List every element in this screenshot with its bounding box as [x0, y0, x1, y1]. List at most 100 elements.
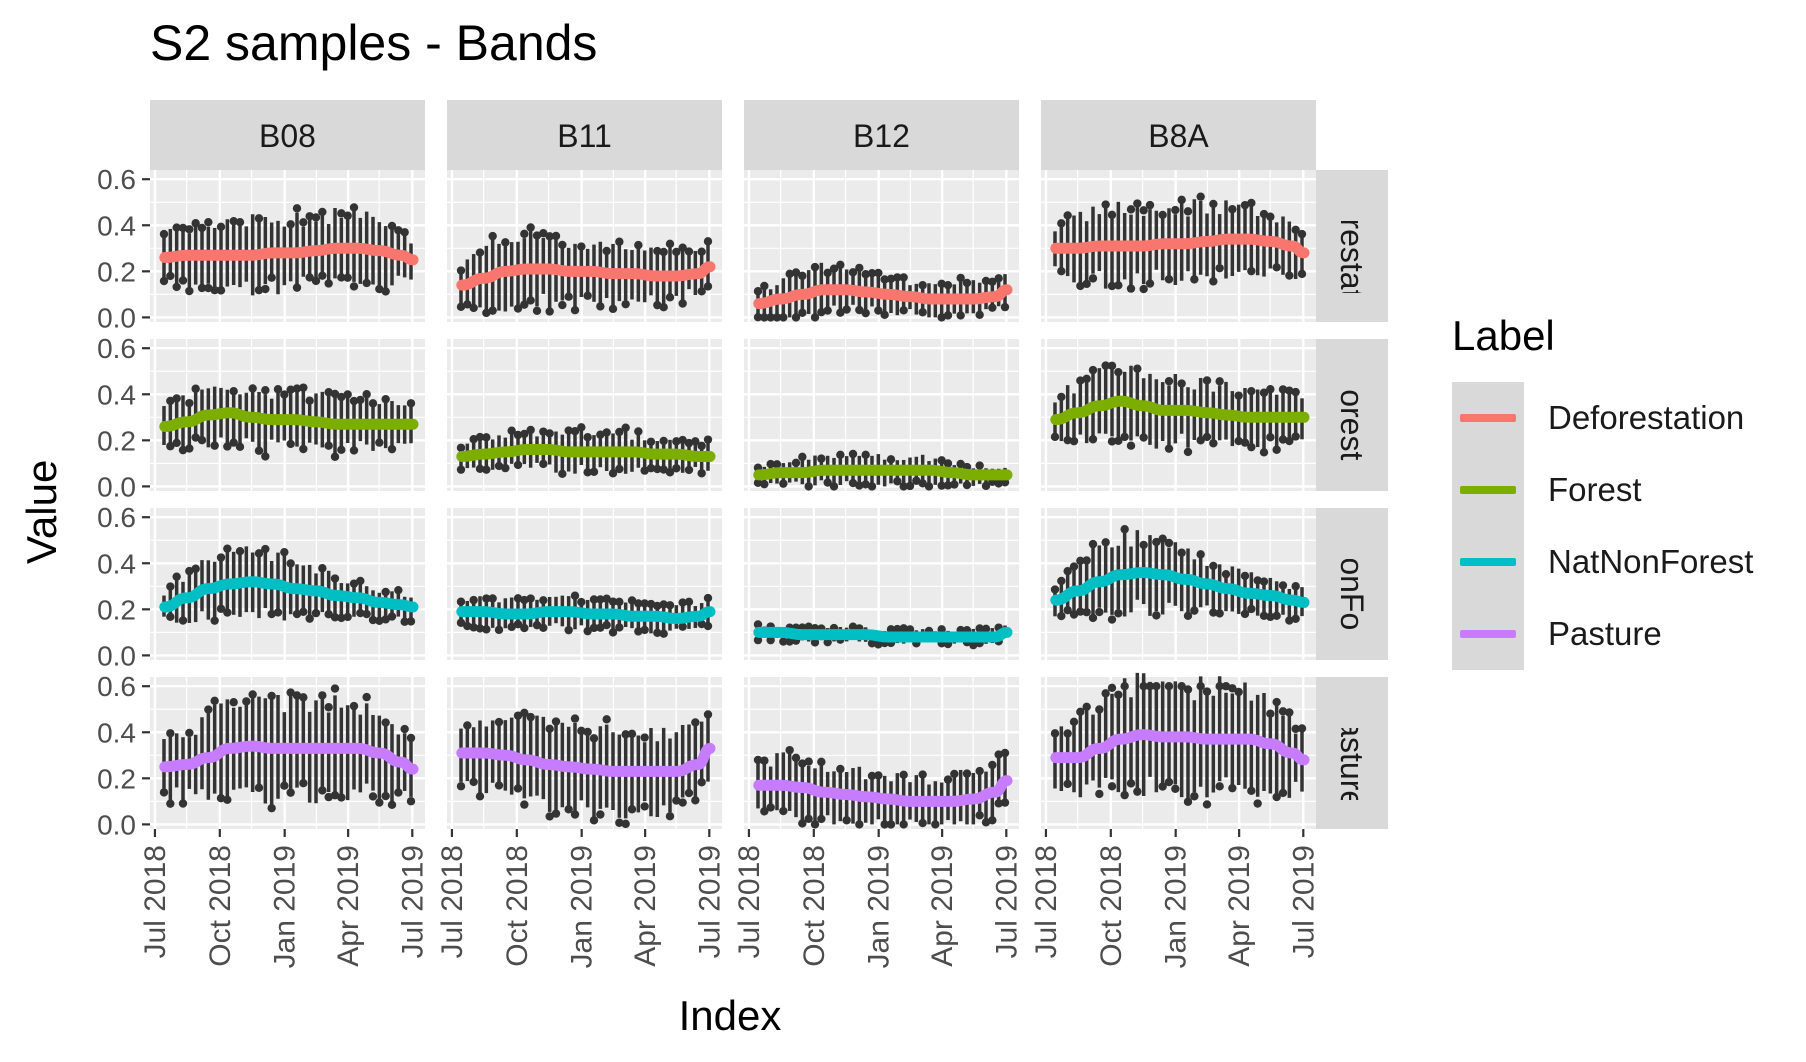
outlier-point [469, 303, 478, 313]
outlier-point [235, 547, 245, 556]
outlier-point [191, 384, 200, 393]
outlier-point [456, 302, 466, 312]
outlier-point [880, 275, 889, 284]
outlier-point [204, 705, 213, 714]
outlier-point [829, 482, 839, 491]
outlier-point [185, 398, 194, 408]
panel-background [447, 508, 722, 660]
outlier-point [1285, 708, 1294, 717]
outlier-point [943, 311, 953, 320]
outlier-point [577, 726, 586, 736]
outlier-point [551, 809, 561, 818]
outlier-point [349, 282, 359, 291]
outlier-point [1107, 782, 1117, 791]
outlier-point [520, 708, 529, 718]
outlier-point [381, 394, 390, 404]
outlier-point [1266, 709, 1275, 718]
outlier-point [646, 599, 656, 609]
outlier-point [665, 468, 675, 477]
outlier-point [1082, 702, 1091, 712]
outlier-point [494, 461, 504, 471]
outlier-point [488, 306, 497, 315]
outlier-point [1266, 612, 1275, 622]
outlier-point [988, 816, 997, 825]
outlier-point [804, 622, 813, 631]
outlier-point [406, 399, 416, 408]
outlier-point [311, 276, 321, 286]
outlier-point [988, 303, 997, 312]
outlier-point [1183, 207, 1193, 216]
outlier-point [267, 803, 276, 813]
legend-swatch-deforestation [1460, 414, 1516, 422]
outlier-point [178, 799, 188, 808]
outlier-point [899, 820, 908, 829]
outlier-point [216, 604, 226, 613]
outlier-point [1114, 436, 1123, 446]
outlier-point [1101, 200, 1110, 209]
outlier-point [653, 300, 662, 310]
outlier-point [1069, 562, 1079, 571]
outlier-point [494, 781, 504, 790]
outlier-point [1107, 437, 1117, 446]
outlier-point [772, 313, 782, 322]
outlier-point [1291, 225, 1300, 235]
outlier-point [697, 619, 706, 629]
outlier-point [273, 608, 283, 617]
outlier-point [261, 386, 270, 395]
outlier-point [760, 313, 769, 322]
outlier-point [1190, 792, 1199, 801]
x-tick-label: Apr 2019 [1223, 845, 1256, 967]
outlier-point [918, 281, 927, 290]
outlier-point [513, 460, 523, 470]
outlier-point [665, 812, 675, 821]
outlier-point [1063, 779, 1072, 789]
outlier-point [463, 300, 472, 309]
outlier-point [577, 423, 586, 432]
outlier-point [1202, 800, 1212, 809]
outlier-point [1152, 611, 1161, 620]
outlier-point [994, 479, 1003, 488]
outlier-point [185, 444, 194, 453]
outlier-point [804, 814, 813, 824]
outlier-point [1120, 790, 1129, 800]
outlier-point [1158, 210, 1167, 220]
outlier-point [1082, 607, 1091, 617]
outlier-point [1114, 609, 1123, 618]
outlier-point [1240, 609, 1250, 619]
x-tick-label: Jan 2019 [1160, 845, 1193, 968]
outlier-point [798, 819, 807, 828]
outlier-point [855, 481, 864, 490]
outlier-point [950, 769, 959, 779]
outlier-point [893, 624, 902, 634]
outlier-point [874, 268, 883, 278]
series-line-natnonforest [1050, 566, 1310, 608]
outlier-point [482, 465, 491, 474]
outlier-point [394, 226, 403, 235]
series-line-natnonforest [753, 626, 1013, 643]
outlier-point [937, 279, 946, 288]
outlier-point [1114, 281, 1123, 290]
outlier-point [216, 794, 226, 803]
outlier-point [330, 574, 340, 583]
outlier-point [994, 750, 1003, 759]
outlier-point [1164, 538, 1174, 548]
outlier-point [842, 816, 851, 825]
outlier-point [1215, 609, 1224, 618]
legend-label-forest: Forest [1548, 471, 1642, 508]
outlier-point [874, 306, 883, 315]
outlier-point [1152, 537, 1161, 547]
outlier-point [608, 628, 618, 637]
outlier-point [1158, 534, 1167, 543]
outlier-point [703, 593, 713, 603]
outlier-point [318, 271, 327, 280]
outlier-point [1209, 608, 1218, 617]
outlier-point [1000, 798, 1010, 807]
outlier-point [456, 597, 466, 606]
outlier-point [653, 246, 662, 256]
outlier-point [981, 818, 991, 827]
outlier-point [261, 544, 270, 554]
outlier-point [886, 625, 896, 634]
x-tick-label: Jul 2018 [436, 845, 469, 958]
outlier-point [823, 268, 832, 278]
